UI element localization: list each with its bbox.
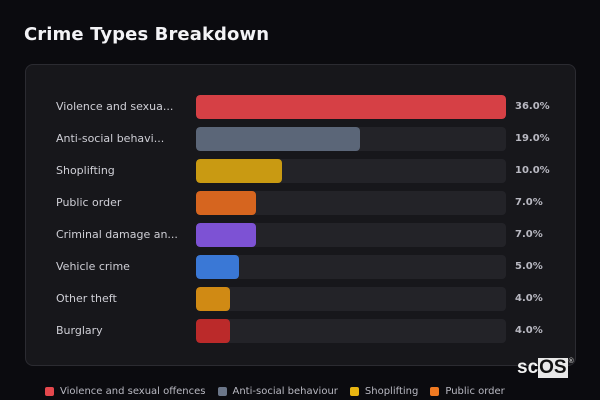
legend-swatch-icon	[430, 387, 440, 396]
bar-track	[196, 255, 506, 279]
bar-row[interactable]: Vehicle crime 5.0%	[26, 255, 575, 279]
bar-track	[196, 287, 506, 311]
bar-value: 36.0%	[515, 101, 550, 112]
bar-row[interactable]: Violence and sexua... 36.0%	[26, 95, 575, 119]
bar-fill[interactable]	[196, 319, 231, 343]
bar-row[interactable]: Shoplifting 10.0%	[26, 159, 575, 183]
legend-swatch-icon	[217, 387, 227, 396]
legend-label: Public order	[445, 386, 505, 397]
legend-item[interactable]: Anti-social behaviour	[217, 386, 338, 397]
legend-swatch-icon	[45, 387, 54, 396]
bar-label: Other theft	[56, 292, 117, 305]
legend-item[interactable]: Violence and sexual offences	[45, 386, 206, 397]
bar-label: Violence and sexua...	[56, 100, 174, 113]
bar-value: 7.0%	[515, 229, 543, 240]
bar-track	[196, 223, 506, 247]
bar-row[interactable]: Anti-social behavi... 19.0%	[26, 127, 575, 151]
registered-icon: ®	[568, 358, 574, 365]
logo-sc: sc	[517, 357, 539, 378]
legend-item[interactable]: Shoplifting	[349, 386, 419, 397]
bar-track	[196, 159, 506, 183]
bar-label: Criminal damage an...	[56, 228, 178, 241]
bar-label: Public order	[56, 196, 122, 209]
legend-label: Violence and sexual offences	[60, 386, 206, 397]
bar-track	[196, 95, 506, 119]
bar-fill[interactable]	[196, 223, 257, 247]
bar-row[interactable]: Criminal damage an... 7.0%	[26, 223, 575, 247]
legend-item[interactable]: Public order	[430, 386, 505, 397]
bar-row[interactable]: Other theft 4.0%	[26, 287, 575, 311]
bar-value: 19.0%	[515, 133, 550, 144]
legend-swatch-icon	[349, 387, 359, 396]
chart-title: Crime Types Breakdown	[24, 24, 270, 45]
bar-track	[196, 191, 506, 215]
legend-label: Shoplifting	[364, 386, 419, 397]
bar-value: 10.0%	[515, 165, 550, 176]
bar-value: 5.0%	[515, 261, 543, 272]
bar-fill[interactable]	[196, 255, 240, 279]
chart-card: Violence and sexua... 36.0% Anti-social be…	[25, 64, 576, 366]
legend-label: Anti-social behaviour	[232, 386, 338, 397]
bar-label: Anti-social behavi...	[56, 132, 165, 145]
bar-fill[interactable]	[196, 191, 257, 215]
bar-fill[interactable]	[196, 95, 506, 119]
bar-fill[interactable]	[196, 159, 283, 183]
bar-row[interactable]: Burglary 4.0%	[26, 319, 575, 343]
bar-track	[196, 127, 506, 151]
bar-value: 7.0%	[515, 197, 543, 208]
bar-row[interactable]: Public order 7.0%	[26, 191, 575, 215]
bar-label: Vehicle crime	[56, 260, 130, 273]
bar-value: 4.0%	[515, 293, 543, 304]
chart-legend: Violence and sexual offences Anti-social …	[45, 386, 505, 397]
logo-os: OS	[538, 357, 568, 378]
bar-label: Shoplifting	[56, 164, 115, 177]
bar-fill[interactable]	[196, 127, 360, 151]
bar-fill[interactable]	[196, 287, 231, 311]
bar-value: 4.0%	[515, 325, 543, 336]
scos-logo: sc OS ®	[517, 358, 574, 378]
bar-label: Burglary	[56, 324, 103, 337]
bar-track	[196, 319, 506, 343]
